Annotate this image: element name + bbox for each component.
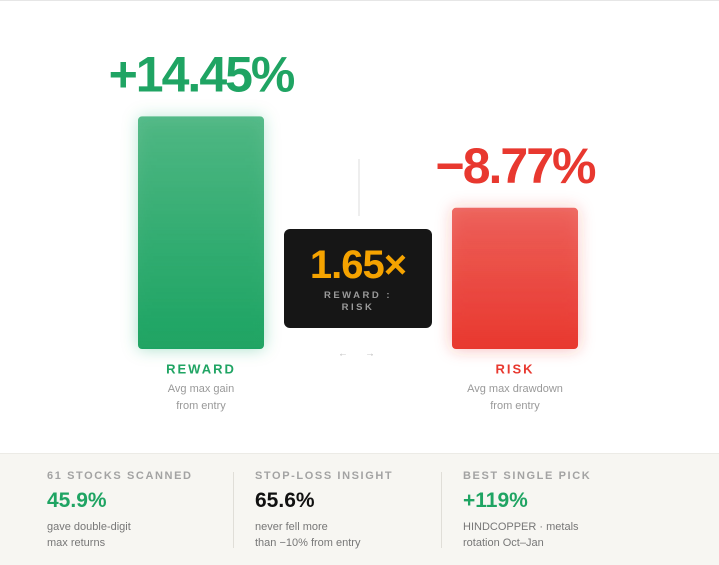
ratio-box: 1.65× REWARD : RISK [284, 229, 432, 328]
bar [452, 207, 578, 349]
stat-description-line: than −10% from entry [255, 537, 361, 549]
category-label: RISK [495, 361, 534, 376]
divider [441, 472, 442, 548]
divider [233, 472, 234, 548]
category-label: REWARD [166, 361, 236, 376]
description: Avg max gain [168, 383, 234, 395]
footer: 61 STOCKS SCANNED 45.9% gave double-digit m… [0, 453, 719, 565]
description: from entry [490, 400, 540, 412]
stat-label: STOP-LOSS INSIGHT [255, 470, 394, 482]
stat-value: 45.9% [47, 489, 107, 512]
ratio-value: 1.65× [309, 243, 407, 287]
ratio-label-line: RISK [341, 302, 375, 313]
stat: STOP-LOSS INSIGHT 65.6% never fell more tha… [255, 470, 440, 551]
bar [138, 116, 264, 349]
stat-description-line: HINDCOPPER · metals [463, 521, 579, 533]
stat-description: gave double-digit max returns [47, 519, 232, 551]
ratio-label-line: REWARD : [323, 290, 393, 301]
stat-description: never fell more than −10% from entry [255, 519, 440, 551]
stat: BEST SINGLE PICK +119% HINDCOPPER · metals… [463, 470, 648, 551]
stat-description-line: max returns [47, 537, 106, 549]
value-label: +14.45% [109, 47, 295, 103]
ratio-label: REWARD : RISK [284, 290, 432, 314]
stat: 61 STOCKS SCANNED 45.9% gave double-digit m… [47, 470, 232, 551]
stat-label: 61 STOCKS SCANNED [47, 470, 193, 482]
chart: ← → +14.45% REWARD Avg max gain from entry −… [109, 47, 598, 412]
stat-description-line: never fell more [255, 521, 328, 533]
stat-description: HINDCOPPER · metals rotation Oct–Jan [463, 519, 648, 551]
value-label: −8.77% [436, 138, 597, 194]
description: from entry [176, 400, 226, 412]
description: Avg max drawdown [467, 383, 563, 395]
arrow: ← [338, 349, 348, 360]
stat-description-line: rotation Oct–Jan [463, 537, 544, 549]
arrow: → [365, 349, 375, 360]
stat-value: 65.6% [255, 489, 315, 512]
stat-label: BEST SINGLE PICK [463, 470, 592, 482]
stat-value: +119% [463, 489, 528, 512]
stat-description-line: gave double-digit [47, 521, 131, 533]
